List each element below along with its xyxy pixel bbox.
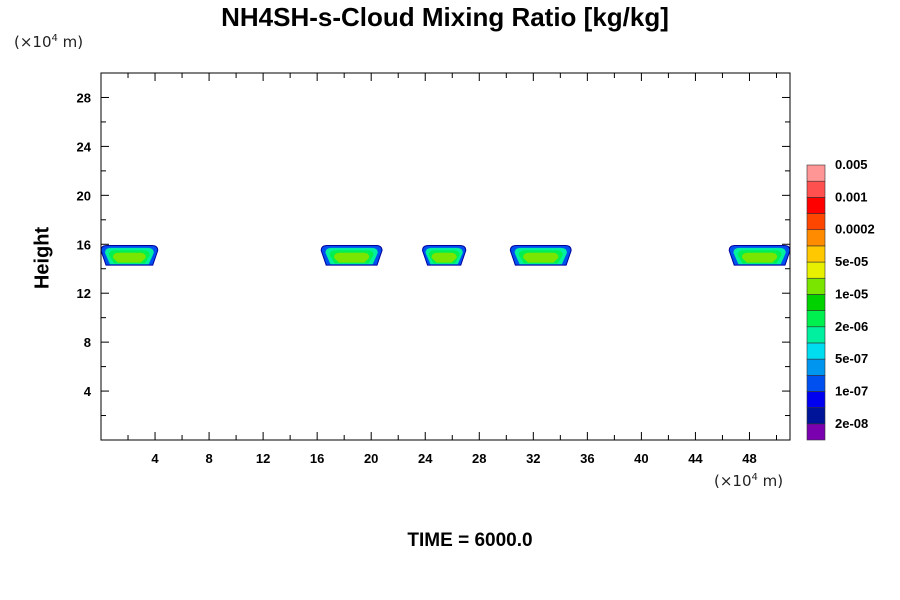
colorbar: 2e-08 1e-07 5e-07 2e-06 1e-05 5e-05 0.0002 0.00…: [806, 157, 875, 441]
cloud-layer: [320, 244, 383, 266]
colorbar-swatch: [806, 407, 826, 425]
cloud-contour: [523, 252, 559, 263]
colorbar-label: 1e-05: [835, 286, 868, 301]
x-tick-label: 20: [364, 451, 378, 466]
colorbar-swatch: [806, 180, 826, 198]
x-tick-label: 8: [205, 451, 212, 466]
colorbar-swatch: [806, 164, 826, 182]
y-tick-label: 4: [84, 384, 92, 399]
colorbar-swatch: [806, 326, 826, 344]
x-tick-label: 28: [472, 451, 486, 466]
colorbar-label: 1e-07: [835, 383, 868, 398]
cloud-contour: [741, 252, 778, 263]
cloud-layer: [100, 244, 159, 266]
cloud-layer: [422, 244, 467, 266]
y-tick-label: 16: [77, 237, 91, 252]
cloud-contour: [112, 252, 146, 263]
colorbar-swatch: [806, 391, 826, 408]
x-tick-label: 16: [310, 451, 324, 466]
cloud-layer: [509, 244, 572, 266]
x-tick-label: 12: [256, 451, 270, 466]
x-tick-label: 32: [526, 451, 540, 466]
colorbar-swatch: [806, 423, 826, 441]
y-tick-label: 20: [77, 188, 91, 203]
x-tick-label: 24: [418, 451, 433, 466]
colorbar-swatch: [806, 213, 826, 231]
plot-frame: [100, 72, 791, 441]
cloud-contour: [431, 252, 457, 263]
x-tick-label: 48: [742, 451, 756, 466]
colorbar-swatch: [806, 294, 826, 311]
x-tick-label: 44: [688, 451, 703, 466]
colorbar-swatch: [806, 261, 826, 279]
y-tick-label: 12: [77, 286, 91, 301]
x-tick-label: 40: [634, 451, 648, 466]
cloud-contours: [100, 244, 791, 266]
y-tick-label: 8: [84, 335, 91, 350]
y-tick-label: 28: [77, 90, 91, 105]
colorbar-label: 2e-08: [835, 416, 868, 431]
time-label: TIME = 6000.0: [407, 530, 533, 551]
y-axis-unit: (×104 m): [14, 33, 84, 51]
x-tick-label: 36: [580, 451, 594, 466]
x-axis-unit: (×104 m): [714, 472, 784, 490]
x-tick-label: 4: [151, 451, 159, 466]
colorbar-swatch: [806, 358, 826, 376]
cloud-layer: [728, 244, 791, 266]
colorbar-swatch: [806, 342, 826, 360]
colorbar-swatch: [806, 277, 826, 295]
colorbar-label: 5e-07: [835, 351, 868, 366]
colorbar-label: 0.005: [835, 157, 868, 172]
colorbar-label: 5e-05: [835, 254, 868, 269]
colorbar-label: 2e-06: [835, 319, 868, 334]
colorbar-swatch: [806, 310, 826, 328]
colorbar-label: 0.0002: [835, 222, 875, 237]
chart-title: NH4SH-s-Cloud Mixing Ratio [kg/kg]: [221, 2, 669, 32]
colorbar-swatch: [806, 245, 826, 263]
cloud-contour: [333, 252, 370, 263]
y-tick-label: 24: [77, 139, 92, 154]
y-axis-label: Height: [31, 226, 54, 290]
colorbar-swatch: [806, 229, 826, 247]
colorbar-swatch: [806, 197, 826, 214]
colorbar-swatch: [806, 374, 826, 392]
colorbar-label: 0.001: [835, 189, 868, 204]
